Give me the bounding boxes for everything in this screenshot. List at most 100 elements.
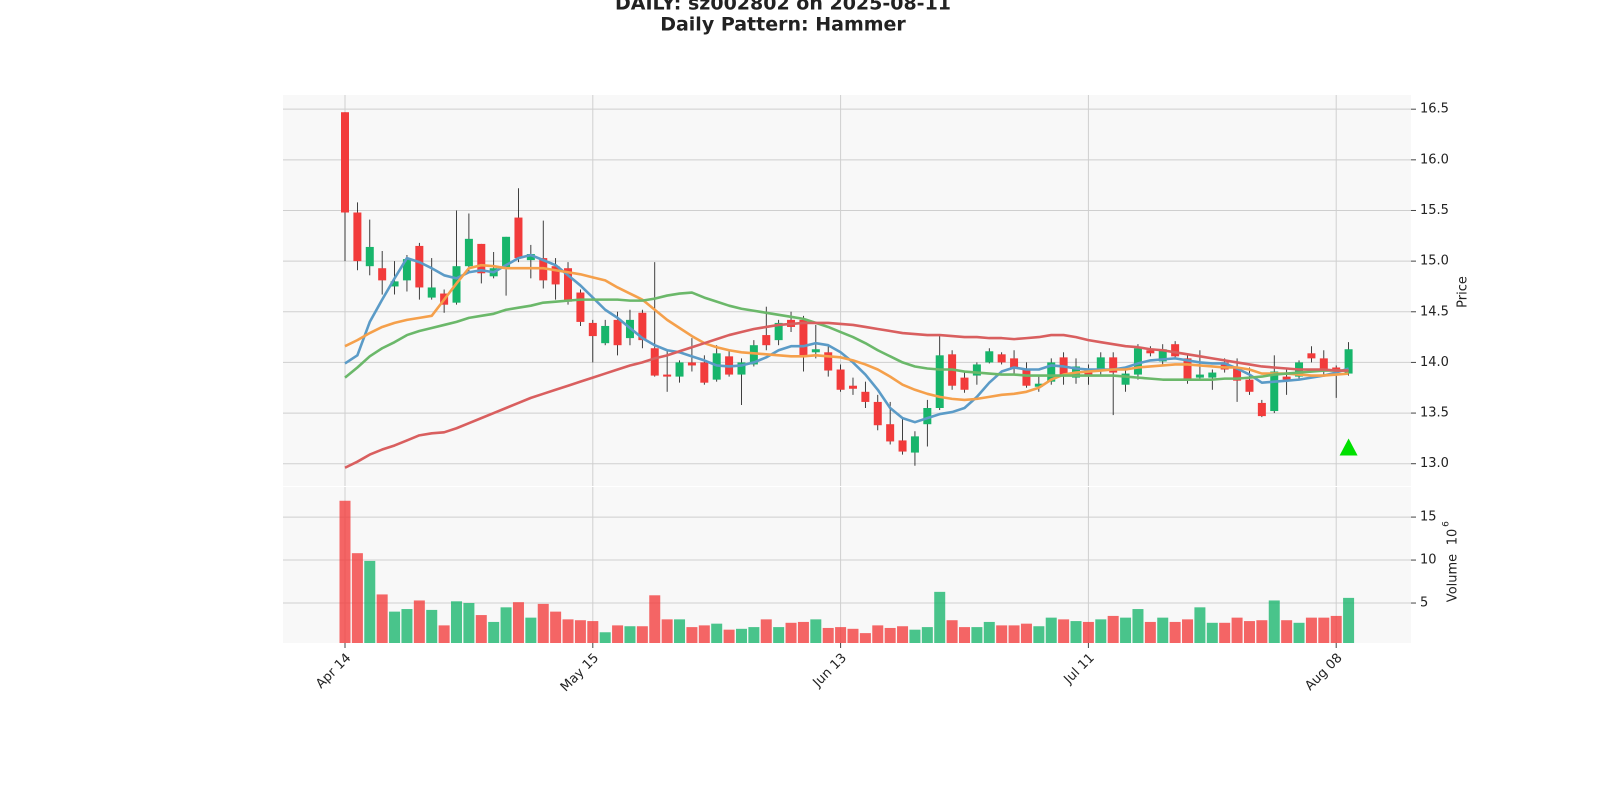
candle-body <box>1146 350 1155 354</box>
moving-averages <box>344 253 1358 469</box>
volume-bar <box>537 603 549 643</box>
x-tick-label: Apr 14 <box>313 651 354 692</box>
volume-bar <box>1020 623 1032 643</box>
volume-bar <box>401 609 413 643</box>
volume-bar <box>897 626 909 643</box>
volume-bar <box>1070 621 1082 643</box>
candle-body <box>762 335 771 346</box>
candle-body <box>551 266 560 285</box>
volume-bar <box>1293 622 1305 643</box>
volume-bar <box>661 619 673 643</box>
candle-body <box>848 385 857 389</box>
candle-body <box>749 345 758 365</box>
volume-bar <box>1157 617 1169 643</box>
volume-bar <box>1231 617 1243 643</box>
candle-body <box>1047 362 1056 382</box>
volume-bar <box>1243 621 1255 643</box>
candle-body <box>985 351 994 363</box>
candle-body <box>576 292 585 322</box>
candle-body <box>774 322 783 341</box>
candle-body <box>1022 369 1031 386</box>
volume-bar <box>1045 617 1057 643</box>
moving-average-line <box>344 321 1349 469</box>
volume-bar <box>463 603 475 643</box>
volume-bar <box>797 621 809 643</box>
grid <box>283 95 1416 648</box>
candle-body <box>650 348 659 376</box>
candle-body <box>675 362 684 377</box>
volume-bar <box>574 620 586 643</box>
volume-bar <box>686 627 698 643</box>
volume-bar <box>785 622 797 643</box>
volume-bar <box>413 600 425 643</box>
volume-bar <box>438 625 450 643</box>
candle-body <box>378 268 387 281</box>
volume-bar <box>835 627 847 643</box>
candle-body <box>638 312 647 341</box>
volume-bar <box>1305 617 1317 643</box>
candle-body <box>353 212 362 262</box>
candle-body <box>935 355 944 409</box>
volume-bar <box>351 553 363 643</box>
volume-bar <box>909 629 921 643</box>
volume-bar <box>1330 615 1342 643</box>
volume-bar <box>612 625 624 643</box>
moving-average-line <box>344 263 1349 402</box>
candle-body <box>1270 371 1279 412</box>
volume-bar <box>599 632 611 643</box>
pattern-marker <box>1339 438 1358 456</box>
candle-body <box>1183 358 1192 381</box>
volume-bar <box>1219 622 1231 643</box>
y-axis-label: Volume <box>1446 554 1461 602</box>
candle-body <box>1245 379 1254 392</box>
candle-body <box>997 354 1006 363</box>
y-axis-label: Price <box>1456 276 1471 308</box>
candle-body <box>687 362 696 366</box>
volume-bar <box>884 627 896 643</box>
candle-body <box>1344 349 1353 374</box>
candle-body <box>502 236 511 269</box>
volume-bar <box>451 601 463 643</box>
candle-body <box>886 424 895 442</box>
candle-body <box>588 322 597 337</box>
candle-body <box>923 408 932 425</box>
volume-bar <box>364 560 376 643</box>
volume-bar <box>872 625 884 643</box>
volume-bar <box>339 500 351 643</box>
y-tick-label: 10 <box>1420 553 1437 568</box>
candle-body <box>663 374 672 377</box>
candle-body <box>427 287 436 298</box>
volume-bar <box>1268 600 1280 643</box>
volume-bar <box>921 627 933 643</box>
volume-bar <box>674 619 686 643</box>
candle-body <box>526 254 535 261</box>
volume-bar <box>1169 621 1181 643</box>
candle-body <box>836 369 845 390</box>
candle-body <box>477 243 486 274</box>
volume-bar <box>723 629 735 643</box>
candle-body <box>1220 362 1229 370</box>
candle-body <box>1307 353 1316 359</box>
offset-exponent: 6 <box>1442 521 1452 527</box>
volume-bar <box>636 626 648 643</box>
candle-body <box>601 325 610 344</box>
y-tick-label: 15 <box>1420 510 1437 525</box>
candle-body <box>1208 372 1217 378</box>
volume-bar <box>983 621 995 643</box>
volume-bar <box>1132 609 1144 643</box>
volume-bar <box>475 615 487 643</box>
volume-bar <box>1256 620 1268 643</box>
candle-body <box>1034 383 1043 387</box>
volume-bar <box>810 619 822 643</box>
candle-body <box>1096 357 1105 370</box>
volume-bar <box>698 625 710 643</box>
candle-body <box>464 238 473 267</box>
volume-bar <box>389 611 401 643</box>
volume-bar <box>934 591 946 643</box>
x-tick-label: Jul 11 <box>1061 651 1098 688</box>
candle-body <box>898 440 907 452</box>
candle-body <box>910 436 919 453</box>
volume-bar <box>1107 615 1119 643</box>
volume-bar <box>735 628 747 643</box>
